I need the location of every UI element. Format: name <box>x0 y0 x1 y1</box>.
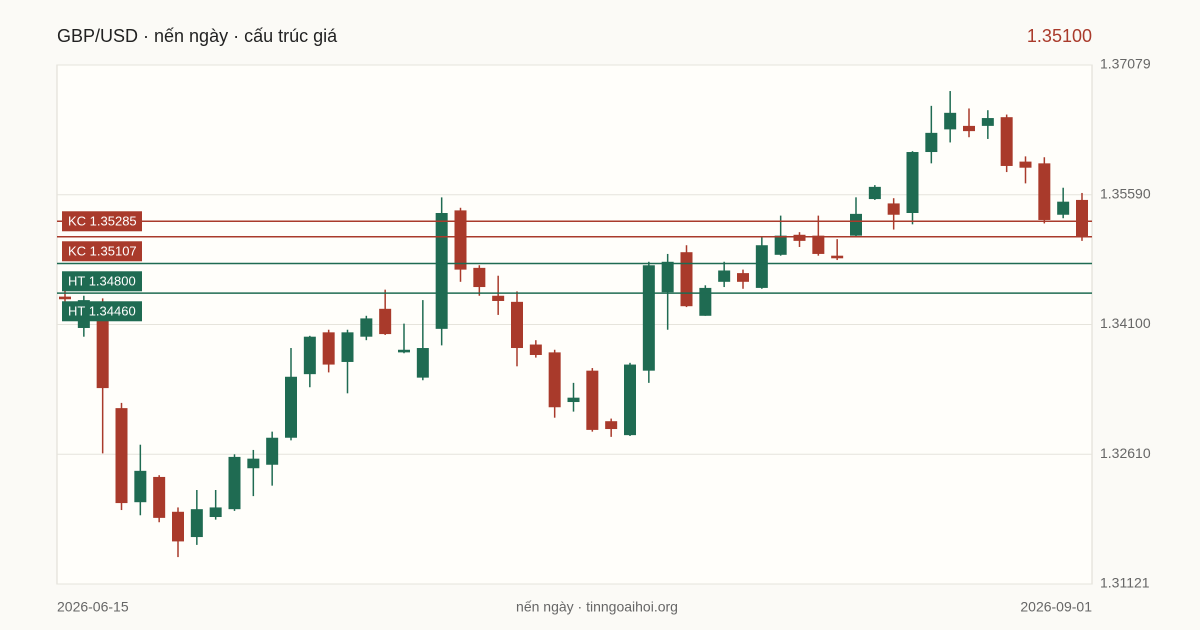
y-tick-label: 1.31121 <box>1100 575 1150 591</box>
candle-body <box>247 458 260 469</box>
candle-body <box>303 336 316 375</box>
candle-body <box>59 296 71 300</box>
candle-body <box>153 476 166 518</box>
y-tick-label: 1.34100 <box>1100 315 1151 331</box>
candle-body <box>661 261 674 293</box>
candle-body <box>266 437 279 465</box>
candle-body <box>887 203 900 215</box>
candle-body <box>172 511 184 542</box>
candle-body <box>529 344 542 355</box>
y-tick-label: 1.32610 <box>1100 445 1151 461</box>
level-label-box <box>62 301 142 322</box>
candle-body <box>435 212 448 329</box>
candle-body <box>624 364 636 436</box>
candle-body <box>699 287 712 316</box>
candle-body <box>209 507 222 518</box>
candle-body <box>1038 163 1051 220</box>
last-price: 1.35100 <box>1027 26 1092 46</box>
candle-body <box>605 421 618 430</box>
candle-body <box>398 349 410 353</box>
candle-body <box>906 152 919 213</box>
candle-body <box>548 352 561 408</box>
candle-body <box>416 348 429 378</box>
footer: nến ngày · tinngoaihoi.org <box>516 599 678 615</box>
candle-body <box>944 112 957 130</box>
candle-body <box>868 186 881 200</box>
candle-body <box>360 318 373 337</box>
candle-body <box>190 509 203 538</box>
y-tick-label: 1.37079 <box>1100 56 1151 72</box>
candle-body <box>774 235 787 255</box>
candle-body <box>1000 117 1013 166</box>
candle-body <box>718 270 731 282</box>
level-label: KC 1.35107 <box>68 244 137 259</box>
candle-body <box>1019 161 1032 168</box>
candle-body <box>567 397 580 403</box>
candle-body <box>737 273 749 282</box>
candle-body <box>642 265 655 371</box>
y-tick-label: 1.35590 <box>1100 185 1151 201</box>
candle-body <box>96 301 109 389</box>
level-label-box <box>62 271 142 292</box>
candle-body <box>228 456 241 510</box>
candle-body <box>134 470 147 503</box>
candle-body <box>285 376 297 438</box>
candle-body <box>1076 199 1088 238</box>
candle-body <box>115 408 128 504</box>
candle-body <box>680 252 693 307</box>
candle-body <box>341 332 354 362</box>
candle-body <box>379 308 392 335</box>
candle-body <box>831 255 844 259</box>
x-start-label: 2026-06-15 <box>57 599 129 615</box>
candle-body <box>473 267 486 288</box>
candle-body <box>492 295 505 301</box>
candle-body <box>1057 201 1070 215</box>
level-label-box <box>62 211 142 232</box>
candle-body <box>850 213 862 236</box>
candle-body <box>793 234 806 241</box>
level-label: KC 1.35285 <box>68 214 137 229</box>
chart-title: GBP/USD · nến ngày · cấu trúc giá <box>57 26 338 46</box>
candle-body <box>586 370 599 430</box>
level-label: HT 1.34460 <box>68 304 136 319</box>
candle-body <box>511 301 523 349</box>
candle-body <box>925 132 938 153</box>
candle-body <box>812 235 825 254</box>
candle-body <box>454 210 467 270</box>
candle-body <box>963 125 975 132</box>
x-end-label: 2026-09-01 <box>1020 599 1092 615</box>
level-label: HT 1.34800 <box>68 274 136 289</box>
candle-body <box>981 118 994 126</box>
candle-body <box>322 332 335 365</box>
level-label-box <box>62 241 142 262</box>
candle-body <box>755 245 768 288</box>
